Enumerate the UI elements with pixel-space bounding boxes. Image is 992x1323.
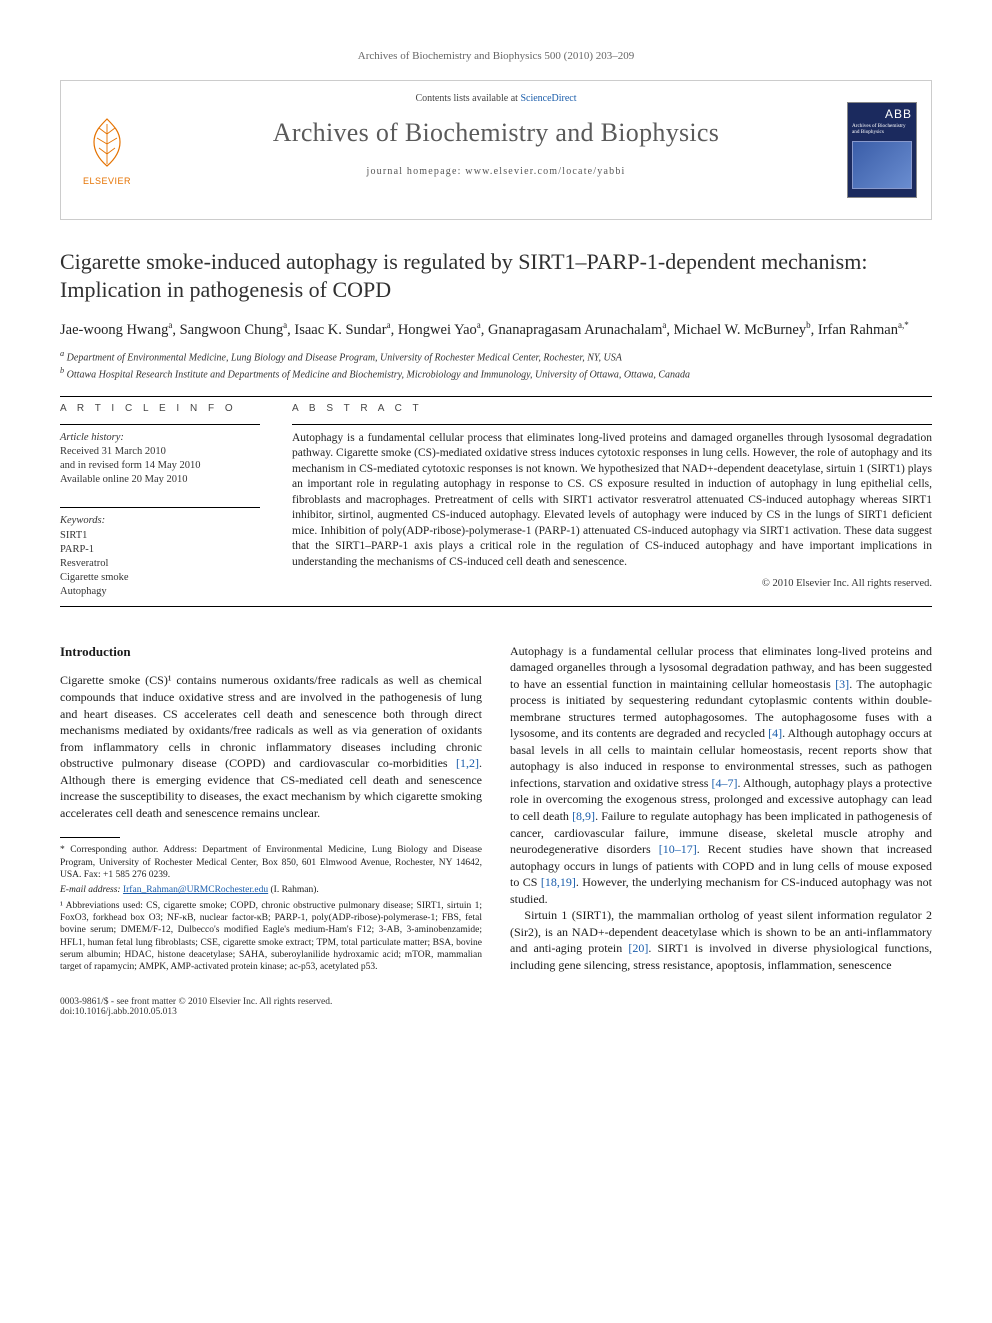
history-revised: and in revised form 14 May 2010 (60, 459, 260, 473)
contents-available-line: Contents lists available at ScienceDirec… (75, 93, 917, 104)
elsevier-tree-icon (82, 114, 132, 170)
affiliations: a Department of Environmental Medicine, … (60, 348, 932, 382)
ref-3[interactable]: [3] (835, 677, 849, 691)
keywords-label: Keywords: (60, 514, 260, 528)
intro-para-3: Sirtuin 1 (SIRT1), the mammalian ortholo… (510, 907, 932, 973)
rule-info-2 (60, 507, 260, 508)
abstract-copyright: © 2010 Elsevier Inc. All rights reserved… (292, 578, 932, 589)
affiliation-a-text: Department of Environmental Medicine, Lu… (67, 352, 622, 363)
rule-bottom (60, 606, 932, 607)
cover-abbr: ABB (852, 107, 912, 121)
affiliation-a: a Department of Environmental Medicine, … (60, 348, 932, 365)
sciencedirect-link[interactable]: ScienceDirect (520, 93, 576, 104)
keyword-2: PARP-1 (60, 543, 260, 557)
author-list: Jae-woong Hwanga, Sangwoon Chunga, Isaac… (60, 319, 932, 340)
intro-para-2: Autophagy is a fundamental cellular proc… (510, 643, 932, 908)
keyword-3: Resveratrol (60, 557, 260, 571)
rule-top (60, 396, 932, 397)
corresponding-author-note: * Corresponding author. Address: Departm… (60, 844, 482, 881)
keyword-4: Cigarette smoke (60, 571, 260, 585)
email-who: (I. Rahman). (271, 885, 319, 895)
abstract-head: A B S T R A C T (292, 403, 932, 414)
page-footer: 0003-9861/$ - see front matter © 2010 El… (60, 997, 932, 1017)
email-label: E-mail address: (60, 885, 121, 895)
footnotes: * Corresponding author. Address: Departm… (60, 844, 482, 973)
article-history: Article history: Received 31 March 2010 … (60, 431, 260, 488)
doi-line: doi:10.1016/j.abb.2010.05.013 (60, 1007, 482, 1017)
contents-prefix: Contents lists available at (415, 93, 520, 104)
ref-8-9[interactable]: [8,9] (572, 809, 595, 823)
keyword-5: Autophagy (60, 585, 260, 599)
publisher-brand: ELSEVIER (75, 176, 139, 186)
history-label: Article history: (60, 431, 260, 445)
rule-info-1 (60, 424, 260, 425)
abstract-column: A B S T R A C T Autophagy is a fundament… (292, 403, 932, 600)
email-link[interactable]: Irfan_Rahman@URMCRochester.edu (123, 885, 268, 895)
footnote-rule (60, 837, 120, 838)
article-title: Cigarette smoke-induced autophagy is reg… (60, 248, 932, 303)
keyword-1: SIRT1 (60, 529, 260, 543)
affiliation-b-text: Ottawa Hospital Research Institute and D… (67, 369, 690, 380)
cover-title: Archives of Biochemistry and Biophysics (852, 124, 912, 135)
front-matter-line: 0003-9861/$ - see front matter © 2010 El… (60, 997, 482, 1007)
masthead: ELSEVIER Contents lists available at Sci… (60, 80, 932, 220)
ref-18-19[interactable]: [18,19] (541, 875, 576, 889)
history-online: Available online 20 May 2010 (60, 473, 260, 487)
journal-cover-thumb: ABB Archives of Biochemistry and Biophys… (847, 102, 917, 198)
running-head: Archives of Biochemistry and Biophysics … (60, 50, 932, 62)
journal-name: Archives of Biochemistry and Biophysics (75, 118, 917, 148)
keywords-block: Keywords: SIRT1 PARP-1 Resveratrol Cigar… (60, 514, 260, 599)
ref-4-7[interactable]: [4–7] (712, 776, 738, 790)
cover-art-icon (852, 141, 912, 189)
journal-homepage: journal homepage: www.elsevier.com/locat… (75, 166, 917, 177)
intro-para-1: Cigarette smoke (CS)¹ contains numerous … (60, 672, 482, 821)
ref-4[interactable]: [4] (768, 726, 782, 740)
introduction-heading: Introduction (60, 643, 482, 661)
history-received: Received 31 March 2010 (60, 445, 260, 459)
affiliation-b: b Ottawa Hospital Research Institute and… (60, 365, 932, 382)
article-info-column: A R T I C L E I N F O Article history: R… (60, 403, 260, 600)
email-line: E-mail address: Irfan_Rahman@URMCRochest… (60, 884, 482, 896)
rule-abstract (292, 424, 932, 425)
article-info-head: A R T I C L E I N F O (60, 403, 260, 414)
p1a: Cigarette smoke (CS)¹ contains numerous … (60, 673, 482, 770)
abbreviations-note: ¹ Abbreviations used: CS, cigarette smok… (60, 900, 482, 974)
ref-1-2[interactable]: [1,2] (456, 756, 479, 770)
body-two-column: Introduction Cigarette smoke (CS)¹ conta… (60, 643, 932, 976)
ref-10-17[interactable]: [10–17] (659, 842, 697, 856)
ref-20[interactable]: [20] (628, 941, 648, 955)
abstract-text: Autophagy is a fundamental cellular proc… (292, 431, 932, 571)
elsevier-logo: ELSEVIER (75, 114, 139, 186)
